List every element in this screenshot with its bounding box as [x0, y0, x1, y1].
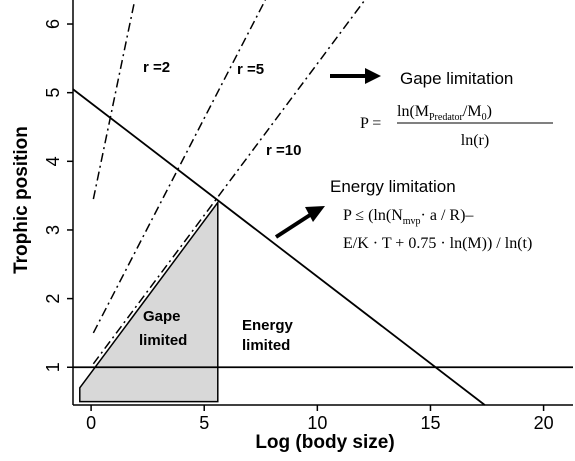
label-energy-limited-2: limited — [242, 337, 290, 354]
x-tick-label: 15 — [420, 413, 440, 433]
y-tick-label: 4 — [43, 156, 63, 166]
shaded-region-layer — [79, 200, 219, 403]
x-tick-label: 5 — [199, 413, 209, 433]
label-gape-limited-1: Gape — [143, 308, 181, 325]
series-line-r-10 — [92, 0, 366, 365]
energy-arrow-shaft — [274, 213, 312, 239]
y-tick-label: 6 — [43, 19, 63, 29]
gape-num-sub: Predator — [429, 112, 464, 123]
x-tick-label: 0 — [86, 413, 96, 433]
x-axis-title: Log (body size) — [255, 432, 394, 453]
gape-limitation-title: Gape limitation — [400, 69, 513, 88]
label-energy-limited-1: Energy — [242, 317, 294, 334]
x-tick-label: 10 — [307, 413, 327, 433]
energy-arrow-head — [305, 206, 325, 222]
ticks-layer: 0 5 10 15 20 1 2 3 4 5 6 — [43, 19, 554, 433]
x-tick-label: 20 — [534, 413, 554, 433]
series-line-r-2 — [92, 3, 135, 200]
energy-limitation-title: Energy limitation — [330, 177, 456, 196]
energy-l1-sub: mvp — [403, 216, 421, 227]
energy-l1-tail: · a / R)– — [421, 207, 475, 224]
label-r2: r =2 — [143, 59, 170, 76]
energy-l1-head: P ≤ (ln(N — [343, 207, 403, 224]
series-line-energy-limitation — [72, 88, 486, 406]
y-tick-label: 2 — [43, 294, 63, 304]
gape-arrow-head — [365, 68, 381, 84]
label-r5: r =5 — [237, 61, 264, 78]
y-axis-title: Trophic position — [11, 126, 32, 274]
gape-formula-lhs: P = — [360, 115, 381, 132]
gape-formula-denominator: ln(r) — [461, 132, 489, 149]
gape-num-close: ) — [487, 103, 492, 120]
axes-layer — [72, 0, 573, 406]
y-tick-label: 5 — [43, 88, 63, 98]
energy-formula-line1: P ≤ (ln(Nmvp· a / R)– — [343, 207, 474, 227]
label-r10: r =10 — [266, 142, 301, 159]
energy-formula-line2: E/K · T + 0.75 · ln(M)) / ln(t) — [343, 235, 532, 252]
y-tick-label: 1 — [43, 362, 63, 372]
gape-num-sub0: 0 — [482, 112, 487, 123]
gape-num-head: ln(M — [397, 103, 429, 120]
gape-num-tail: /M — [463, 103, 482, 120]
series-line-r-5 — [92, 0, 266, 334]
gape-limited-region — [79, 200, 219, 403]
series-lines-layer — [72, 0, 573, 406]
label-gape-limited-2: limited — [139, 332, 187, 349]
gape-formula-numerator: ln(MPredator/M0) — [397, 103, 492, 123]
y-tick-label: 3 — [43, 225, 63, 235]
